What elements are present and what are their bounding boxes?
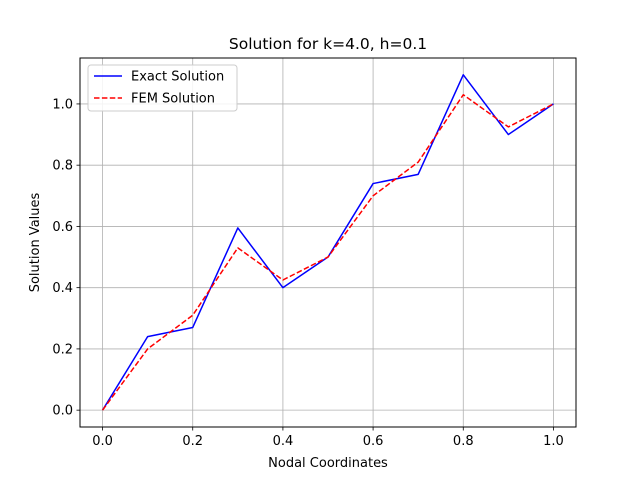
grid — [80, 58, 576, 427]
y-axis-ticks: 0.0 0.2 0.4 0.6 0.8 1.0 — [52, 97, 80, 419]
plot-frame — [79, 57, 577, 428]
y-tick-label: 0.4 — [52, 281, 73, 296]
x-tick-label: 0.4 — [273, 434, 294, 449]
y-tick-label: 0.2 — [52, 342, 73, 357]
y-tick-label: 0.6 — [52, 220, 73, 235]
x-tick-label: 1.0 — [543, 434, 564, 449]
series-layer — [101, 74, 554, 411]
x-axis-label: Nodal Coordinates — [268, 456, 388, 471]
x-tick-label: 0.8 — [453, 434, 474, 449]
chart-title: Solution for k=4.0, h=0.1 — [229, 35, 427, 53]
y-tick-label: 0.0 — [52, 404, 73, 419]
legend-label-exact: Exact Solution — [131, 70, 224, 85]
y-tick-label: 0.8 — [52, 159, 73, 174]
plot-area — [80, 58, 576, 427]
x-tick-label: 0.0 — [92, 434, 113, 449]
legend-box — [87, 64, 238, 112]
x-tick-label: 0.6 — [363, 434, 384, 449]
y-axis-label: Solution Values — [28, 192, 43, 292]
legend: Exact Solution FEM Solution — [87, 64, 238, 112]
x-tick-label: 0.2 — [182, 434, 203, 449]
legend-label-fem: FEM Solution — [131, 92, 215, 107]
y-tick-label: 1.0 — [52, 97, 73, 112]
series-line-fem — [101, 94, 554, 411]
x-axis-ticks: 0.0 0.2 0.4 0.6 0.8 1.0 — [92, 427, 564, 449]
